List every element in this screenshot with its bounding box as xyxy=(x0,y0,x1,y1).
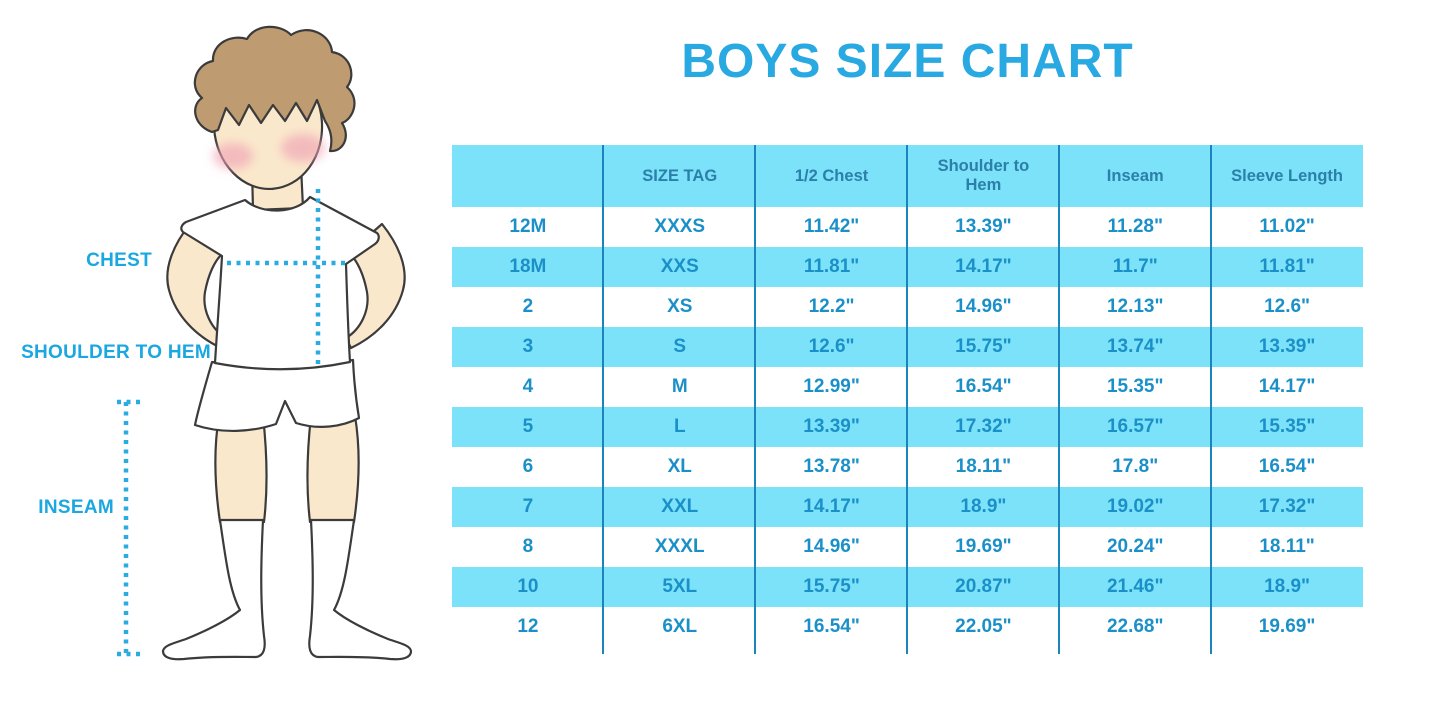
table-cell: 6XL xyxy=(662,616,698,637)
table-cell: 13.39" xyxy=(803,416,860,437)
table-cell: 18M xyxy=(509,256,547,277)
table-cell: 14.17" xyxy=(955,256,1012,277)
boy-left-sock xyxy=(161,518,266,661)
table-cell: 11.28" xyxy=(1107,216,1163,237)
table-cell: 15.75" xyxy=(803,576,860,597)
table-cell: 3 xyxy=(522,336,534,357)
table-cell: 15.35" xyxy=(1258,416,1316,437)
table-cell: 12.99" xyxy=(803,376,860,397)
table-cell: 22.05" xyxy=(955,616,1012,637)
table-cell: 12 xyxy=(517,616,539,637)
table-cell: 20.24" xyxy=(1106,536,1164,557)
boy-left-leg xyxy=(214,414,268,524)
table-cell: 14.17" xyxy=(803,496,860,517)
table-cell: 12.6" xyxy=(1264,296,1311,317)
column-divider xyxy=(1058,145,1060,654)
shoulder-to-hem-label: SHOULDER TO HEM xyxy=(21,342,211,363)
table-cell: 13.39" xyxy=(1258,336,1316,357)
table-cell: 19.02" xyxy=(1106,496,1164,517)
table-cell: 22.68" xyxy=(1106,616,1164,637)
boy-hair xyxy=(193,25,356,153)
table-cell: 8 xyxy=(522,536,534,557)
boy-tshirt xyxy=(180,195,380,371)
table-cell: 5 xyxy=(522,416,534,437)
table-cell: 15.35" xyxy=(1106,376,1164,397)
table-cell: 10 xyxy=(517,576,539,597)
column-divider xyxy=(754,145,756,654)
table-cell: XS xyxy=(667,296,693,317)
table-cell: 5XL xyxy=(662,576,698,597)
table-cell: 4 xyxy=(522,376,534,397)
inseam-label: INSEAM xyxy=(38,497,114,518)
table-cell: 17.32" xyxy=(955,416,1012,437)
table-cell: 11.02" xyxy=(1259,216,1315,237)
table-cell: 17.32" xyxy=(1258,496,1316,517)
table-cell: 15.75" xyxy=(955,336,1012,357)
table-cell: 11.42" xyxy=(803,216,860,237)
table-cell: 13.74" xyxy=(1106,336,1164,357)
table-cell: 16.54" xyxy=(1258,456,1316,477)
table-cell: 11.81" xyxy=(1259,256,1315,277)
table-cell: 12.2" xyxy=(808,296,855,317)
table-cell: S xyxy=(673,336,687,357)
table-cell: XXL xyxy=(661,496,699,517)
boy-right-sock xyxy=(308,518,413,661)
header-cell-sleeve-length: Sleeve Length xyxy=(1231,166,1343,185)
header-cell-size-tag: SIZE TAG xyxy=(642,166,718,185)
table-cell: 21.46" xyxy=(1106,576,1164,597)
table-cell: 18.11" xyxy=(1259,536,1315,557)
table-cell: 13.78" xyxy=(803,456,860,477)
boy-shorts xyxy=(193,358,361,432)
table-cell: 18.9" xyxy=(1264,576,1311,597)
table-cell: 14.17" xyxy=(1258,376,1316,397)
table-cell: 13.39" xyxy=(955,216,1012,237)
column-divider xyxy=(906,145,908,654)
page-title: BOYS SIZE CHART xyxy=(681,35,1134,88)
table-cell: 2 xyxy=(522,296,534,317)
table-cell: 19.69" xyxy=(955,536,1012,557)
table-cell: L xyxy=(673,416,686,437)
column-divider xyxy=(602,145,604,654)
header-cell-1-2-chest: 1/2 Chest xyxy=(794,166,869,185)
header-cell-blank xyxy=(452,145,604,207)
chest-label: CHEST xyxy=(86,250,152,271)
size-chart-table: SIZE TAG 1/2 Chest Shoulder to Hem Inseam Sl… xyxy=(452,145,1363,655)
table-cell: M xyxy=(671,376,688,397)
table-cell: 16.54" xyxy=(955,376,1012,397)
table-cell: 16.54" xyxy=(803,616,860,637)
table-cell: 14.96" xyxy=(803,536,860,557)
header-cell-inseam: Inseam xyxy=(1106,166,1164,185)
header-cell-shoulder-to-hem: Shoulder to Hem xyxy=(937,157,1030,194)
boy-right-leg xyxy=(306,414,360,524)
table-cell: XXXS xyxy=(654,216,706,237)
table-cell: 11.81" xyxy=(803,256,860,277)
table-cell: 18.11" xyxy=(955,456,1012,477)
table-cell: XXS xyxy=(660,256,699,277)
column-divider xyxy=(1210,145,1212,654)
table-cell: 20.87" xyxy=(955,576,1012,597)
table-cell: 12.6" xyxy=(808,336,855,357)
table-cell: 18.9" xyxy=(960,496,1007,517)
table-cell: 14.96" xyxy=(955,296,1012,317)
boy-left-cheek xyxy=(213,143,253,169)
table-cell: 17.8" xyxy=(1112,456,1159,477)
table-cell: XXXL xyxy=(654,536,705,557)
table-cell: XL xyxy=(667,456,692,477)
table-cell: 16.57" xyxy=(1106,416,1164,437)
table-cell: 11.7" xyxy=(1112,256,1158,277)
table-cell: 12.13" xyxy=(1106,296,1164,317)
table-cell: 19.69" xyxy=(1258,616,1316,637)
boy-figure-illustration xyxy=(117,25,413,661)
boy-right-cheek xyxy=(281,134,325,162)
measurement-illustration: CHEST SHOULDER TO HEM INSEAM xyxy=(0,0,450,723)
table-cell: 12M xyxy=(509,216,547,237)
table-cell: 7 xyxy=(522,496,534,517)
table-cell: 6 xyxy=(522,456,534,477)
